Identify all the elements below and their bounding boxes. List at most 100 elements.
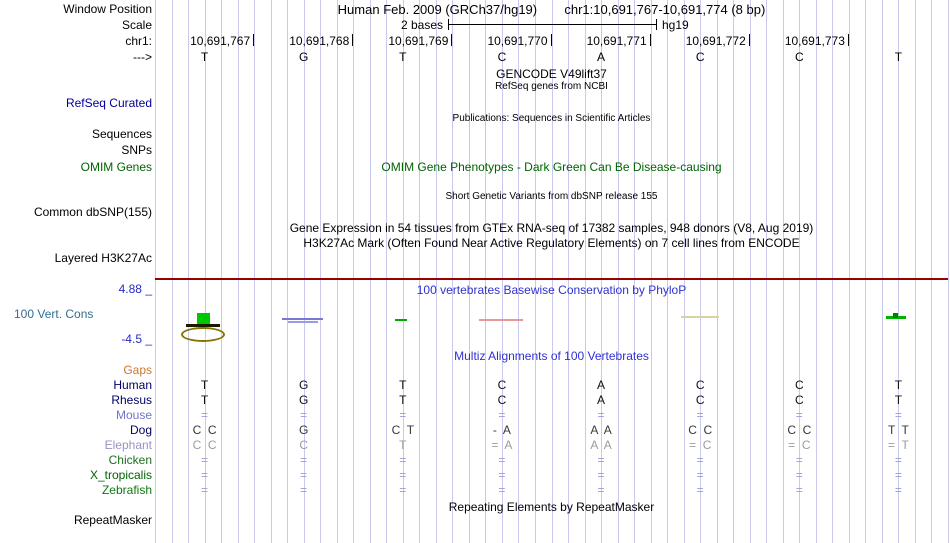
reference-base: C bbox=[695, 50, 705, 64]
track-title-phylop[interactable]: 100 vertebrates Basewise Conservation by… bbox=[416, 283, 687, 297]
track-title-gencode[interactable]: GENCODE V49lift37 bbox=[496, 67, 607, 81]
alignment-cell: = bbox=[201, 408, 209, 422]
ruler-tick bbox=[649, 34, 651, 46]
track-label-common-dbsnp[interactable]: Common dbSNP(155) bbox=[33, 205, 152, 219]
track-title-multiz[interactable]: Multiz Alignments of 100 Vertebrates bbox=[454, 349, 649, 363]
species-label-chicken[interactable]: Chicken bbox=[108, 453, 152, 467]
track-title-dbsnp[interactable]: Short Genetic Variants from dbSNP releas… bbox=[445, 191, 658, 202]
track-label-refseq-curated[interactable]: RefSeq Curated bbox=[65, 96, 152, 110]
alignment-cell: A bbox=[597, 378, 606, 392]
track-label-layered-h3k27ac[interactable]: Layered H3K27Ac bbox=[54, 251, 152, 265]
track-title-gtex[interactable]: Gene Expression in 54 tissues from GTEx … bbox=[289, 221, 814, 235]
alignment-cell: C bbox=[695, 393, 705, 407]
alignment-cell: = bbox=[597, 483, 605, 497]
reference-base: T bbox=[399, 50, 407, 64]
alignment-cell: = bbox=[300, 408, 308, 422]
track-label-omim-genes[interactable]: OMIM Genes bbox=[80, 160, 152, 174]
track-label-phylop-min[interactable]: -4.5 _ bbox=[121, 332, 152, 346]
guideline bbox=[435, 0, 437, 543]
species-label-x_tropicalis[interactable]: X_tropicalis bbox=[89, 468, 152, 482]
track-label-chrom[interactable]: chr1: bbox=[125, 34, 152, 48]
alignment-cell: A A bbox=[590, 438, 612, 452]
scale-bracket-right-tick bbox=[656, 19, 657, 30]
alignment-cell: = bbox=[894, 468, 902, 482]
phylop-mark-col3-green-dash bbox=[395, 319, 407, 321]
alignment-cell: = bbox=[894, 483, 902, 497]
guideline bbox=[501, 0, 503, 543]
alignment-cell: = T bbox=[888, 438, 909, 452]
ruler-tick bbox=[451, 34, 453, 46]
guideline bbox=[221, 0, 223, 543]
reference-base: T bbox=[894, 50, 903, 64]
alignment-cell: = bbox=[201, 483, 209, 497]
guideline bbox=[188, 0, 190, 543]
track-label-snps[interactable]: SNPs bbox=[121, 143, 152, 157]
species-label-elephant[interactable]: Elephant bbox=[104, 438, 152, 452]
alignment-cell: = bbox=[894, 408, 902, 422]
alignment-cell: = bbox=[597, 408, 605, 422]
alignment-cell: C C bbox=[192, 423, 217, 437]
alignment-cell: T T bbox=[887, 423, 909, 437]
ruler-label: 10,691,767 bbox=[190, 34, 251, 48]
track-label-gaps[interactable]: Gaps bbox=[123, 363, 152, 377]
species-label-human[interactable]: Human bbox=[113, 378, 152, 392]
phylop-mark-col4-salmon-line bbox=[479, 319, 523, 321]
species-label-rhesus[interactable]: Rhesus bbox=[111, 393, 152, 407]
alignment-cell: = bbox=[498, 408, 506, 422]
species-label-dog[interactable]: Dog bbox=[129, 423, 152, 437]
guideline bbox=[369, 0, 371, 543]
guideline bbox=[881, 0, 883, 543]
guideline bbox=[320, 0, 322, 543]
track-title-publications[interactable]: Publications: Sequences in Scientific Ar… bbox=[452, 113, 651, 124]
alignment-cell: = bbox=[399, 453, 407, 467]
ruler-label: 10,691,773 bbox=[784, 34, 845, 48]
track-label-phylop-max[interactable]: 4.88 _ bbox=[118, 282, 152, 296]
track-label-sequences[interactable]: Sequences bbox=[91, 127, 152, 141]
alignment-cell: C C bbox=[787, 423, 812, 437]
track-title-h3k27ac[interactable]: H3K27Ac Mark (Often Found Near Active Re… bbox=[303, 236, 800, 250]
reference-base: T bbox=[200, 50, 209, 64]
reference-base: G bbox=[299, 50, 309, 64]
track-label-window-position[interactable]: Window Position bbox=[63, 2, 152, 16]
ruler-label: 10,691,772 bbox=[685, 34, 746, 48]
track-label-repeatmasker[interactable]: RepeatMasker bbox=[73, 513, 152, 527]
guideline bbox=[733, 0, 735, 543]
alignment-cell: C C bbox=[192, 438, 217, 452]
reference-base: A bbox=[597, 50, 606, 64]
track-subtitle-refseq[interactable]: RefSeq genes from NCBI bbox=[495, 81, 608, 92]
guideline bbox=[584, 0, 586, 543]
guideline bbox=[667, 0, 669, 543]
track-label-scale[interactable]: Scale bbox=[121, 18, 152, 32]
guideline bbox=[898, 0, 900, 543]
alignment-cell: C C bbox=[688, 423, 713, 437]
alignment-cell: = bbox=[696, 483, 704, 497]
track-label-strand[interactable]: ---> bbox=[133, 50, 152, 64]
alignment-cell: C bbox=[497, 378, 507, 392]
position-range: chr1:10,691,767-10,691,774 (8 bp) bbox=[564, 2, 766, 17]
species-label-zebrafish[interactable]: Zebrafish bbox=[101, 483, 152, 497]
guideline bbox=[650, 0, 652, 543]
alignment-cell: T bbox=[894, 378, 903, 392]
alignment-cell: = bbox=[399, 468, 407, 482]
guideline bbox=[270, 0, 272, 543]
guideline bbox=[171, 0, 173, 543]
ruler-tick bbox=[352, 34, 354, 46]
track-label-vert-cons[interactable]: 100 Vert. Cons bbox=[14, 307, 94, 321]
alignment-cell: = bbox=[498, 453, 506, 467]
track-title-omim[interactable]: OMIM Gene Phenotypes - Dark Green Can Be… bbox=[381, 160, 722, 174]
ruler-tick bbox=[748, 34, 750, 46]
alignment-cell: = C bbox=[689, 438, 712, 452]
ruler-label: 10,691,769 bbox=[388, 34, 449, 48]
alignment-cell: = bbox=[696, 408, 704, 422]
track-title-repeatmasker[interactable]: Repeating Elements by RepeatMasker bbox=[448, 500, 655, 514]
phylop-mark-col1-green-bar bbox=[197, 313, 210, 324]
guideline bbox=[386, 0, 388, 543]
guideline bbox=[204, 0, 206, 543]
alignment-cell: = bbox=[399, 483, 407, 497]
species-label-mouse[interactable]: Mouse bbox=[115, 408, 152, 422]
alignment-cell: = bbox=[894, 453, 902, 467]
alignment-cell: = bbox=[696, 453, 704, 467]
alignment-cell: C bbox=[695, 378, 705, 392]
phylop-mark-col6-tan-line bbox=[681, 316, 719, 318]
